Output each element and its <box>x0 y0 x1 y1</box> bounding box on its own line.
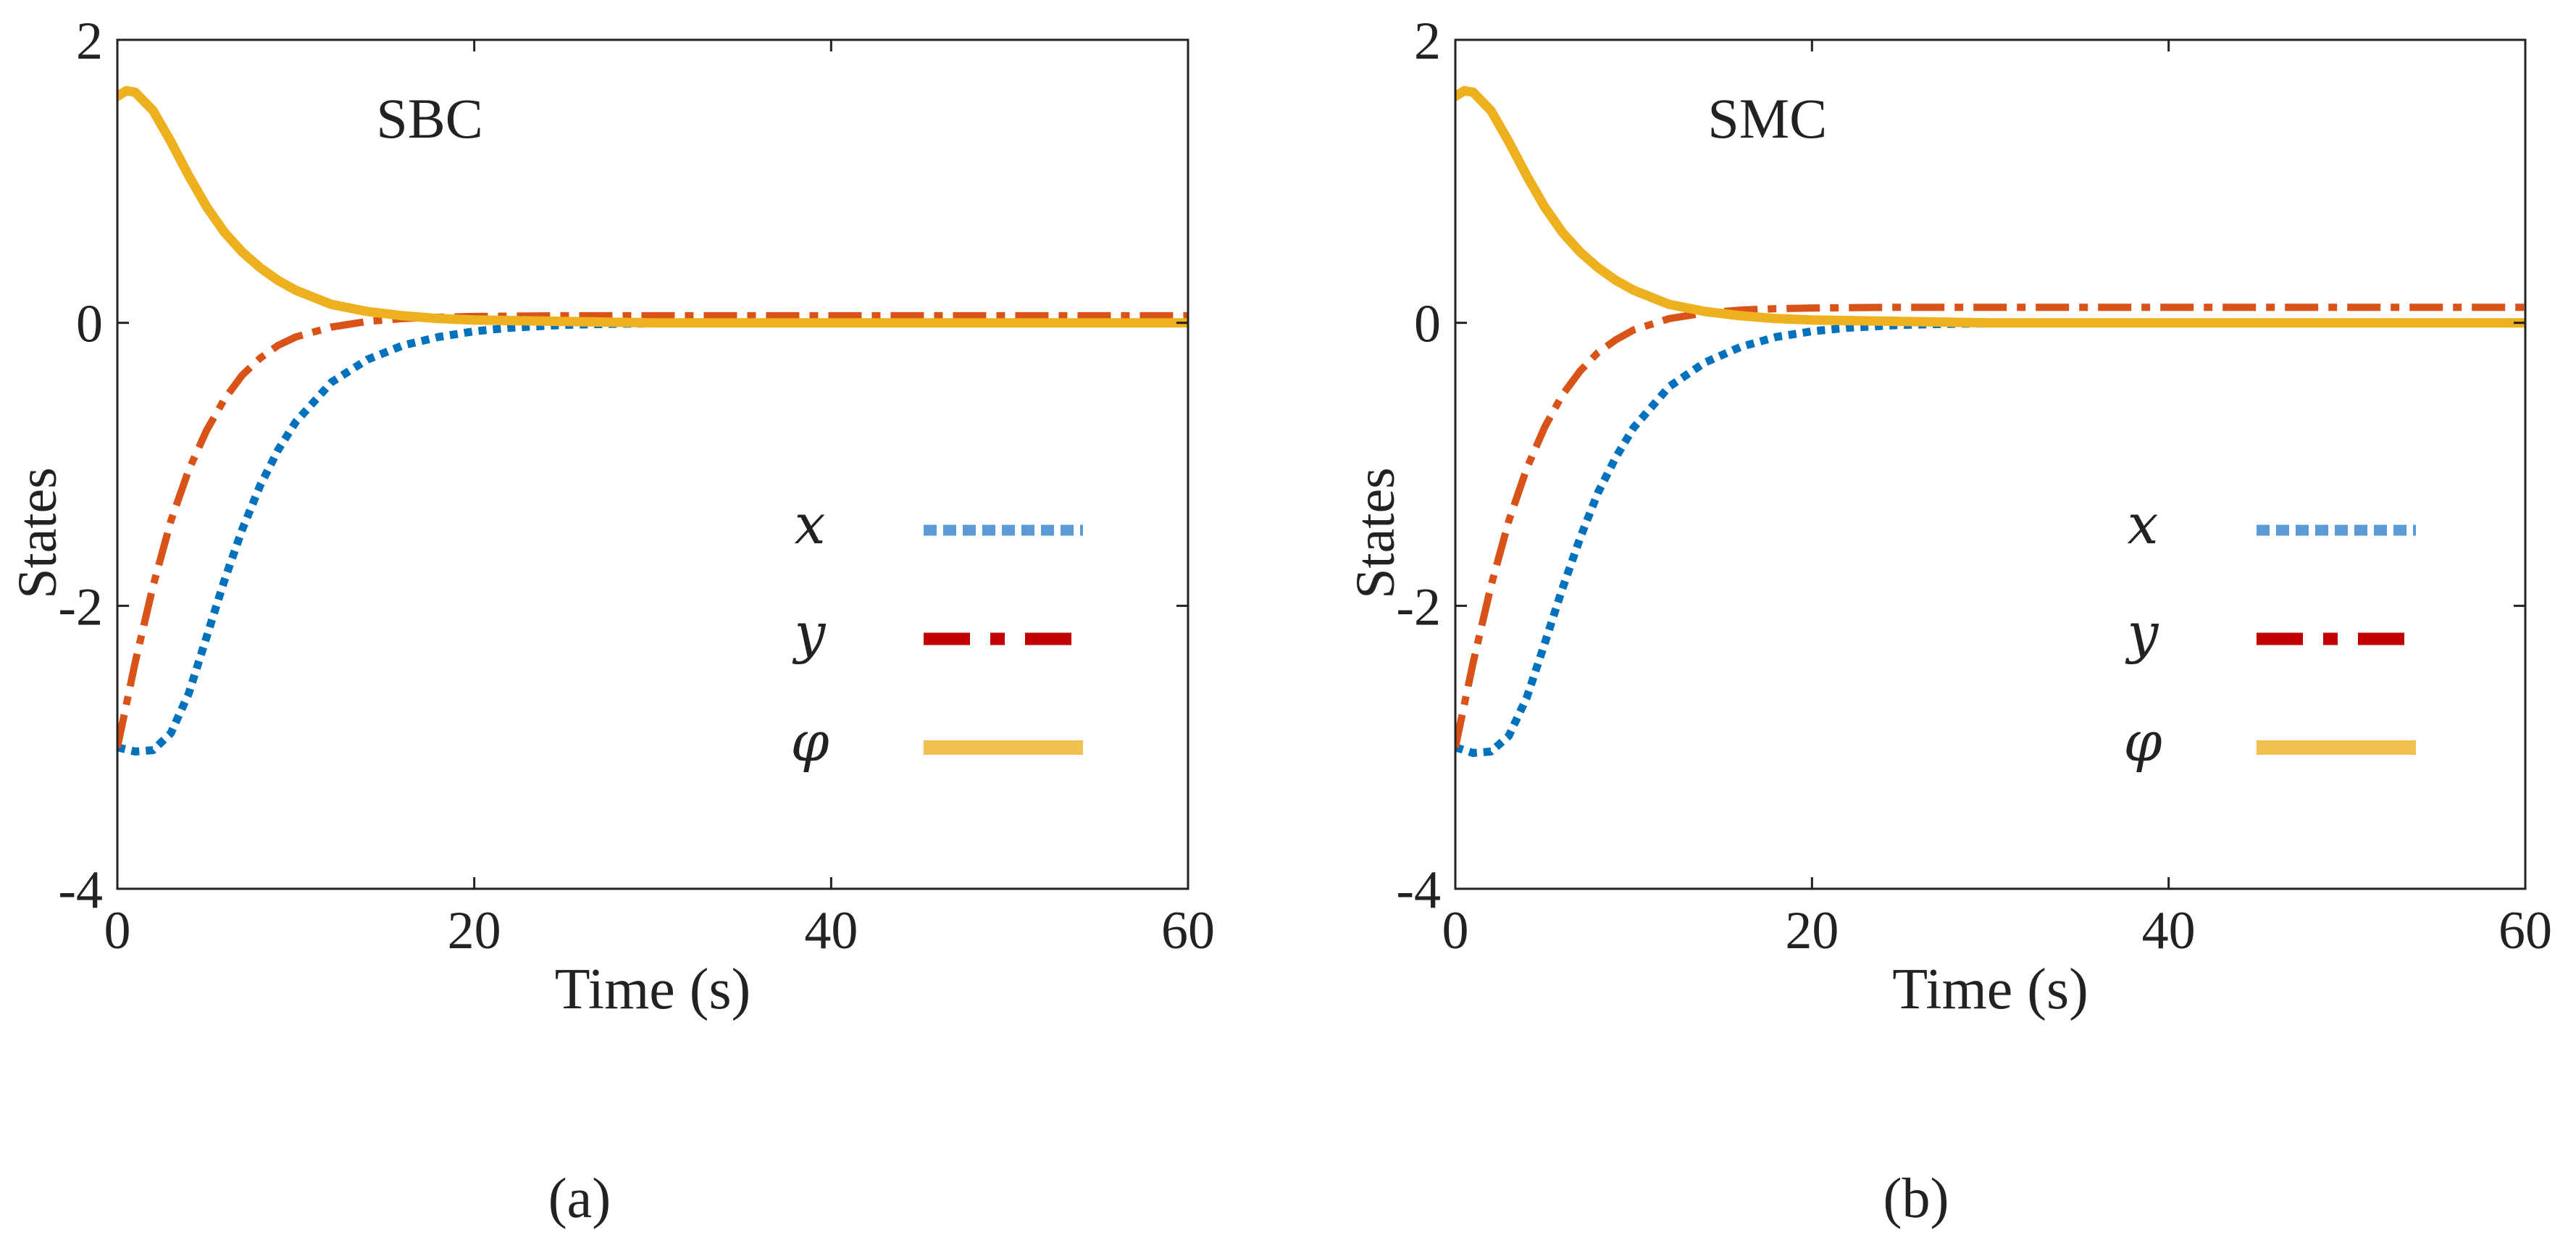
x-tick-label: 0 <box>104 901 131 960</box>
legend-label-y: y <box>2125 600 2159 665</box>
y-tick-label: 2 <box>1414 12 1441 71</box>
legend-label-x: x <box>795 492 826 556</box>
panel-title: SBC <box>376 87 482 150</box>
legend-label-phi: φ <box>2123 709 2162 774</box>
legend-label-y: y <box>793 600 827 665</box>
series-line-y <box>117 311 1188 748</box>
x-tick-label: 40 <box>2142 901 2196 960</box>
chart-panel-a: 0 20 40 60 -4 -2 0 2 Time (s) States SBC xyφ (a) <box>7 12 1215 1229</box>
axes-box <box>116 38 1189 890</box>
series-lines <box>117 85 1188 756</box>
legend: xyφ <box>2123 492 2416 774</box>
y-tick-label: 0 <box>76 295 103 354</box>
x-tick-label: 60 <box>2498 901 2552 960</box>
legend-label-x: x <box>2128 492 2159 556</box>
sub-caption: (a) <box>548 1166 611 1229</box>
series-line-x <box>1455 319 2525 757</box>
series-lines <box>1455 85 2525 757</box>
series-line-phi <box>117 85 1188 328</box>
legend: xyφ <box>790 492 1083 774</box>
x-tick-label: 60 <box>1161 901 1215 960</box>
y-tick-label: -2 <box>1396 577 1441 637</box>
sub-caption: (b) <box>1883 1166 1949 1229</box>
panel-title: SMC <box>1707 87 1827 150</box>
y-tick-label: 0 <box>1414 295 1441 354</box>
chart-panel-b: 0 20 40 60 -4 -2 0 2 Time (s) States SMC xyφ (b) <box>1345 12 2552 1229</box>
y-tick-label: -4 <box>58 861 103 920</box>
x-axis-label: Time (s) <box>555 958 750 1021</box>
y-axis-label: States <box>1345 467 1406 599</box>
x-tick-label: 20 <box>448 901 501 960</box>
y-tick-label: -4 <box>1396 861 1441 920</box>
series-line-x <box>117 319 1188 756</box>
y-axis-label: States <box>7 467 68 599</box>
y-tick-label: -2 <box>58 577 103 637</box>
legend-label-phi: φ <box>790 709 829 774</box>
x-axis-label: Time (s) <box>1892 958 2088 1021</box>
x-tick-label: 40 <box>804 901 858 960</box>
series-line-phi <box>1455 85 2525 328</box>
axes-box <box>1454 38 2527 890</box>
series-line-y <box>1455 304 2525 748</box>
x-tick-label: 0 <box>1442 901 1469 960</box>
x-tick-label: 20 <box>1785 901 1839 960</box>
y-tick-label: 2 <box>76 12 103 71</box>
